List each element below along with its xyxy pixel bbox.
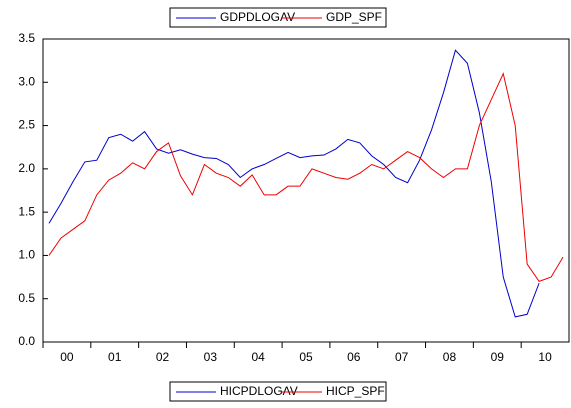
plot-frame xyxy=(42,38,570,343)
y-tick-label: 1.5 xyxy=(18,204,35,218)
y-tick-label: 3.0 xyxy=(18,74,35,88)
x-tick-label: 08 xyxy=(443,350,457,364)
y-tick-label: 3.5 xyxy=(18,31,35,45)
x-tick-label: 00 xyxy=(60,350,74,364)
x-tick-label: 03 xyxy=(204,350,218,364)
legend-box xyxy=(169,7,387,28)
y-tick-label: 2.0 xyxy=(18,161,35,175)
x-tick-label: 02 xyxy=(156,350,170,364)
legend-label: GDP_SPF xyxy=(326,10,382,24)
legend-box xyxy=(169,381,387,402)
x-tick-label: 04 xyxy=(252,350,266,364)
y-tick-label: 1.0 xyxy=(18,248,35,262)
legend-label: HICP_SPF xyxy=(326,384,385,398)
y-tick-label: 2.5 xyxy=(18,118,35,132)
x-tick-label: 07 xyxy=(395,350,409,364)
series-line xyxy=(48,49,540,318)
legend-label: HICPDLOGAV xyxy=(220,384,298,398)
legend-label: GDPDLOGAV xyxy=(220,10,295,24)
x-tick-label: 05 xyxy=(299,350,313,364)
x-tick-label: 09 xyxy=(491,350,505,364)
series-line xyxy=(48,72,564,283)
y-tick-label: 0.0 xyxy=(18,334,35,348)
x-tick-label: 06 xyxy=(347,350,361,364)
y-tick-label: 0.5 xyxy=(18,291,35,305)
x-tick-label: 01 xyxy=(108,350,122,364)
x-tick-label: 10 xyxy=(538,350,552,364)
